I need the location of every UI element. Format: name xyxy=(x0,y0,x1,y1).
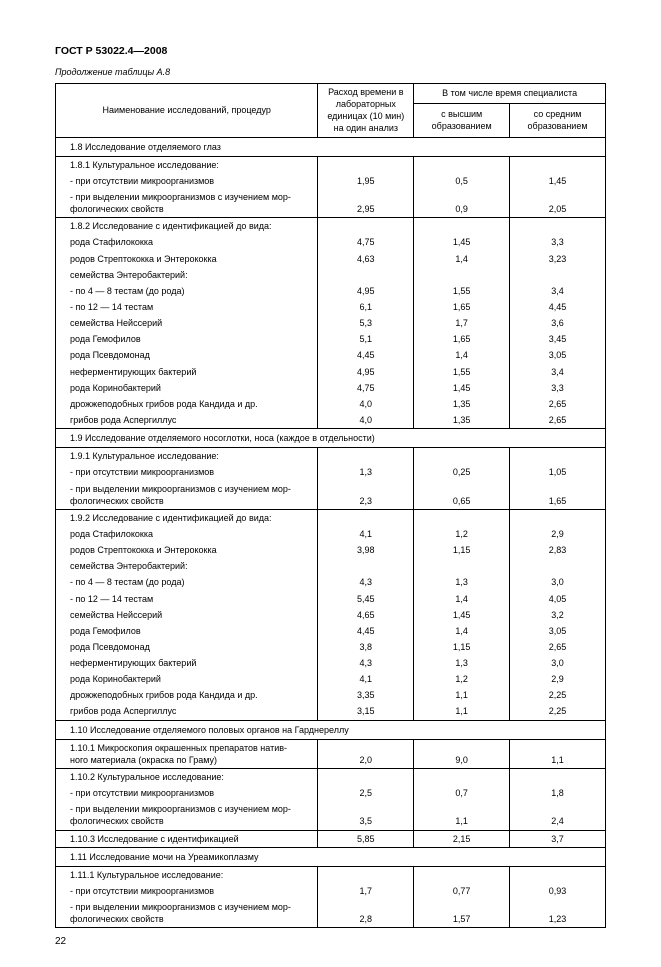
table-row: рода Коринобактерий4,11,22,9 xyxy=(56,671,606,687)
col-secondary: со средним образованием xyxy=(510,103,606,137)
table-row: рода Коринобактерий4,751,453,3 xyxy=(56,380,606,396)
data-table: Наименование исследований, процедур Расх… xyxy=(55,83,606,928)
table-row: рода Псевдомонад4,451,43,05 xyxy=(56,347,606,363)
table-row: 1.9.2 Исследование с идентификацией до в… xyxy=(56,509,606,526)
section-row: 1.9 Исследование отделяемого носоглотки,… xyxy=(56,429,606,448)
table-row: - при отсутствии микроорганизмов1,950,51… xyxy=(56,173,606,189)
table-row: 1.9.1 Культуральное исследование: xyxy=(56,448,606,465)
table-row: - при выделении микроорганизмов с изучен… xyxy=(56,899,606,928)
section-row: 1.11 Исследование мочи на Уреамикоплазму xyxy=(56,847,606,866)
table-row: - при отсутствии микроорганизмов2,50,71,… xyxy=(56,785,606,801)
col-specialist: В том числе время специалиста xyxy=(414,84,606,104)
table-row: неферментирующих бактерий4,31,33,0 xyxy=(56,655,606,671)
table-row: - по 4 — 8 тестам (до рода)4,951,553,4 xyxy=(56,283,606,299)
table-row: 1.10.1 Микроскопия окрашенных препаратов… xyxy=(56,739,606,768)
table-row: рода Стафилококка4,751,453,3 xyxy=(56,234,606,250)
table-row: рода Стафилококка4,11,22,9 xyxy=(56,526,606,542)
table-row: 1.10.2 Культуральное исследование: xyxy=(56,769,606,786)
table-row: - по 4 — 8 тестам (до рода)4,31,33,0 xyxy=(56,574,606,590)
table-row: 1.11.1 Культуральное исследование: xyxy=(56,866,606,883)
section-row: 1.8 Исследование отделяемого глаз xyxy=(56,137,606,156)
table-row: 1.8.2 Исследование с идентификацией до в… xyxy=(56,218,606,235)
table-row: 1.8.1 Культуральное исследование: xyxy=(56,156,606,173)
table-row: - по 12 — 14 тестам5,451,44,05 xyxy=(56,591,606,607)
table-row: рода Псевдомонад3,81,152,65 xyxy=(56,639,606,655)
table-row: семейства Нейссерий5,31,73,6 xyxy=(56,315,606,331)
table-row: родов Стрептококка и Энтерококка4,631,43… xyxy=(56,251,606,267)
table-row: дрожжеподобных грибов рода Кандида и др.… xyxy=(56,687,606,703)
doc-header: ГОСТ Р 53022.4—2008 xyxy=(55,45,606,57)
table-row: 1.10.3 Исследование с идентификацией5,85… xyxy=(56,830,606,847)
table-row: грибов рода Аспергиллус4,01,352,65 xyxy=(56,412,606,429)
table-row: родов Стрептококка и Энтерококка3,981,15… xyxy=(56,542,606,558)
table-row: неферментирующих бактерий4,951,553,4 xyxy=(56,364,606,380)
page-number: 22 xyxy=(55,936,606,947)
table-row: рода Гемофилов4,451,43,05 xyxy=(56,623,606,639)
table-row: - при отсутствии микроорганизмов1,70,770… xyxy=(56,883,606,899)
table-row: семейства Энтеробактерий: xyxy=(56,558,606,574)
table-caption: Продолжение таблицы А.8 xyxy=(55,67,606,77)
table-row: - при выделении микроорганизмов с изучен… xyxy=(56,801,606,830)
table-row: дрожжеподобных грибов рода Кандида и др.… xyxy=(56,396,606,412)
table-row: рода Гемофилов5,11,653,45 xyxy=(56,331,606,347)
table-row: - при выделении микроорганизмов с изучен… xyxy=(56,189,606,218)
table-row: - по 12 — 14 тестам6,11,654,45 xyxy=(56,299,606,315)
table-row: семейства Нейссерий4,651,453,2 xyxy=(56,607,606,623)
table-row: - при отсутствии микроорганизмов1,30,251… xyxy=(56,464,606,480)
table-row: грибов рода Аспергиллус3,151,12,25 xyxy=(56,703,606,720)
col-time: Расход времени в лабораторных единицах (… xyxy=(318,84,414,138)
col-higher: с высшим образованием xyxy=(414,103,510,137)
section-row: 1.10 Исследование отделяемого половых ор… xyxy=(56,720,606,739)
table-row: - при выделении микроорганизмов с изучен… xyxy=(56,481,606,510)
table-row: семейства Энтеробактерий: xyxy=(56,267,606,283)
col-name: Наименование исследований, процедур xyxy=(56,84,318,138)
